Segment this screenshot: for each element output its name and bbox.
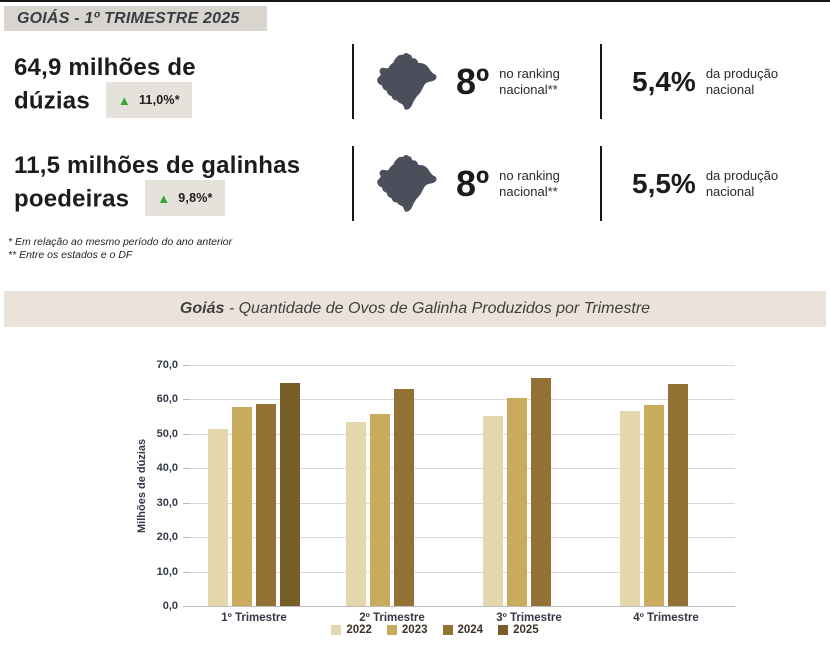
footnote-1: * Em relação ao mesmo período do ano ant… [8, 236, 233, 248]
divider-row2-left [352, 146, 354, 221]
footnotes: * Em relação ao mesmo período do ano ant… [8, 236, 232, 262]
up-arrow-icon: ▲ [117, 92, 131, 108]
bar-chart: Milhões de dúzias 0,0 10,0 20,0 30,0 40,0 50,… [0, 330, 830, 646]
stat-hens-line2: poedeiras [14, 185, 130, 213]
bar-2024-4º-trimestre [668, 384, 688, 606]
page-title: GOIÁS - 1º TRIMESTRE 2025 [17, 9, 240, 27]
legend-label-2023: 2023 [401, 624, 428, 636]
divider-row2-right [600, 146, 602, 221]
bar-2023-4º-trimestre [643, 405, 664, 606]
share-label-hens: da produção nacional [705, 168, 779, 199]
share-number-eggs: 5,4% [632, 66, 696, 97]
y-tick-mark [183, 572, 190, 573]
bar-2024-2º-trimestre [394, 389, 414, 606]
rank-group-eggs: 8º no ranking nacional** [372, 50, 594, 114]
share-group-eggs: 5,4% da produção nacional [632, 50, 801, 114]
header-band: GOIÁS - 1º TRIMESTRE 2025 [4, 6, 267, 31]
gridline-30,0 [190, 503, 735, 504]
gridline-60,0 [190, 399, 735, 400]
bar-2025-1º-trimestre [280, 383, 301, 606]
legend-swatch-2023 [386, 625, 397, 635]
y-tick-label: 60,0 [156, 393, 178, 405]
gridline-40,0 [190, 468, 735, 469]
divider-row1-left [352, 44, 354, 119]
rank-number-hens: 8º [456, 163, 490, 204]
bar-2022-4º-trimestre [619, 411, 640, 606]
gridline-70,0 [190, 365, 735, 366]
stat-eggs-line2: dúzias [14, 87, 90, 115]
share-label-eggs: da produção nacional [705, 66, 779, 97]
stat-hens-change: 9,8%* [178, 191, 213, 205]
y-tick-mark [183, 537, 190, 538]
y-tick-mark [183, 399, 190, 400]
legend-label-2022: 2022 [346, 624, 372, 636]
rank-label-eggs: no ranking nacional** [499, 66, 560, 97]
share-group-hens: 5,5% da produção nacional [632, 152, 801, 216]
bar-2023-1º-trimestre [231, 407, 252, 606]
gridline-20,0 [190, 537, 735, 538]
x-axis-label: 2º Trimestre [359, 612, 425, 624]
legend-swatch-2025 [498, 625, 509, 635]
rank-number-eggs: 8º [456, 61, 490, 102]
y-tick-mark [183, 503, 190, 504]
stat-eggs-value: 64,9 milhões de dúzias ▲ 11,0%* [14, 54, 350, 118]
y-tick-label: 20,0 [156, 531, 178, 543]
share-number-hens: 5,5% [632, 168, 696, 199]
bar-2024-1º-trimestre [256, 404, 276, 606]
legend-item-2025: 2025 [498, 624, 539, 636]
rank-label-hens: no ranking nacional** [499, 168, 560, 199]
x-axis-label: 4º Trimestre [633, 612, 699, 624]
legend-label-2025: 2025 [513, 624, 539, 636]
chart-title: Goiás - Quantidade de Ovos de Galinha Pr… [180, 300, 650, 318]
chart-title-state: Goiás [179, 300, 225, 317]
stat-hens-change-badge: ▲ 9,8%* [145, 180, 225, 216]
legend-item-2024: 2024 [442, 624, 484, 636]
rank-group-hens: 8º no ranking nacional** [372, 152, 594, 216]
y-tick-mark [183, 606, 190, 607]
stat-eggs-change: 11,0%* [138, 93, 180, 107]
y-tick-label: 10,0 [156, 566, 178, 578]
y-tick-label: 0,0 [162, 600, 178, 612]
brazil-map-icon [377, 52, 437, 110]
footnote-2: ** Entre os estados e o DF [8, 249, 133, 261]
bar-2022-2º-trimestre [345, 422, 366, 606]
legend-swatch-2022 [331, 625, 342, 635]
divider-row1-right [600, 44, 602, 119]
legend-item-2022: 2022 [331, 624, 372, 636]
bar-2023-2º-trimestre [369, 414, 390, 606]
legend-label-2024: 2024 [457, 624, 484, 636]
gridline-0,0 [190, 606, 735, 607]
bar-2023-3º-trimestre [506, 398, 527, 606]
y-tick-label: 50,0 [156, 428, 178, 440]
stat-hens-line1: 11,5 milhões de galinhas [14, 152, 301, 179]
bar-2022-1º-trimestre [207, 429, 228, 606]
stat-eggs-line1: 64,9 milhões de [14, 54, 196, 81]
y-tick-mark [183, 365, 190, 366]
gridline-50,0 [190, 434, 735, 435]
y-tick-label: 30,0 [156, 497, 178, 509]
y-tick-label: 70,0 [156, 359, 178, 371]
gridline-10,0 [190, 572, 735, 573]
y-tick-mark [183, 434, 190, 435]
bar-2024-3º-trimestre [531, 378, 551, 606]
brazil-map-icon [377, 154, 437, 212]
stat-eggs-change-badge: ▲ 11,0%* [105, 82, 192, 118]
x-axis-label: 3º Trimestre [496, 612, 562, 624]
legend-swatch-2024 [442, 625, 453, 635]
y-tick-label: 40,0 [156, 462, 178, 474]
chart-title-band: Goiás - Quantidade de Ovos de Galinha Pr… [4, 291, 826, 327]
y-tick-mark [183, 468, 190, 469]
row-divider [0, 0, 830, 2]
chart-legend: 2022 2023 2024 2025 [135, 624, 735, 636]
bar-2022-3º-trimestre [482, 416, 503, 606]
stat-hens-value: 11,5 milhões de galinhas poedeiras ▲ 9,8%* [14, 152, 350, 216]
chart-title-rest: - Quantidade de Ovos de Galinha Produzid… [224, 300, 651, 317]
legend-item-2023: 2023 [386, 624, 428, 636]
up-arrow-icon: ▲ [157, 190, 171, 206]
x-axis-label: 1º Trimestre [221, 612, 287, 624]
